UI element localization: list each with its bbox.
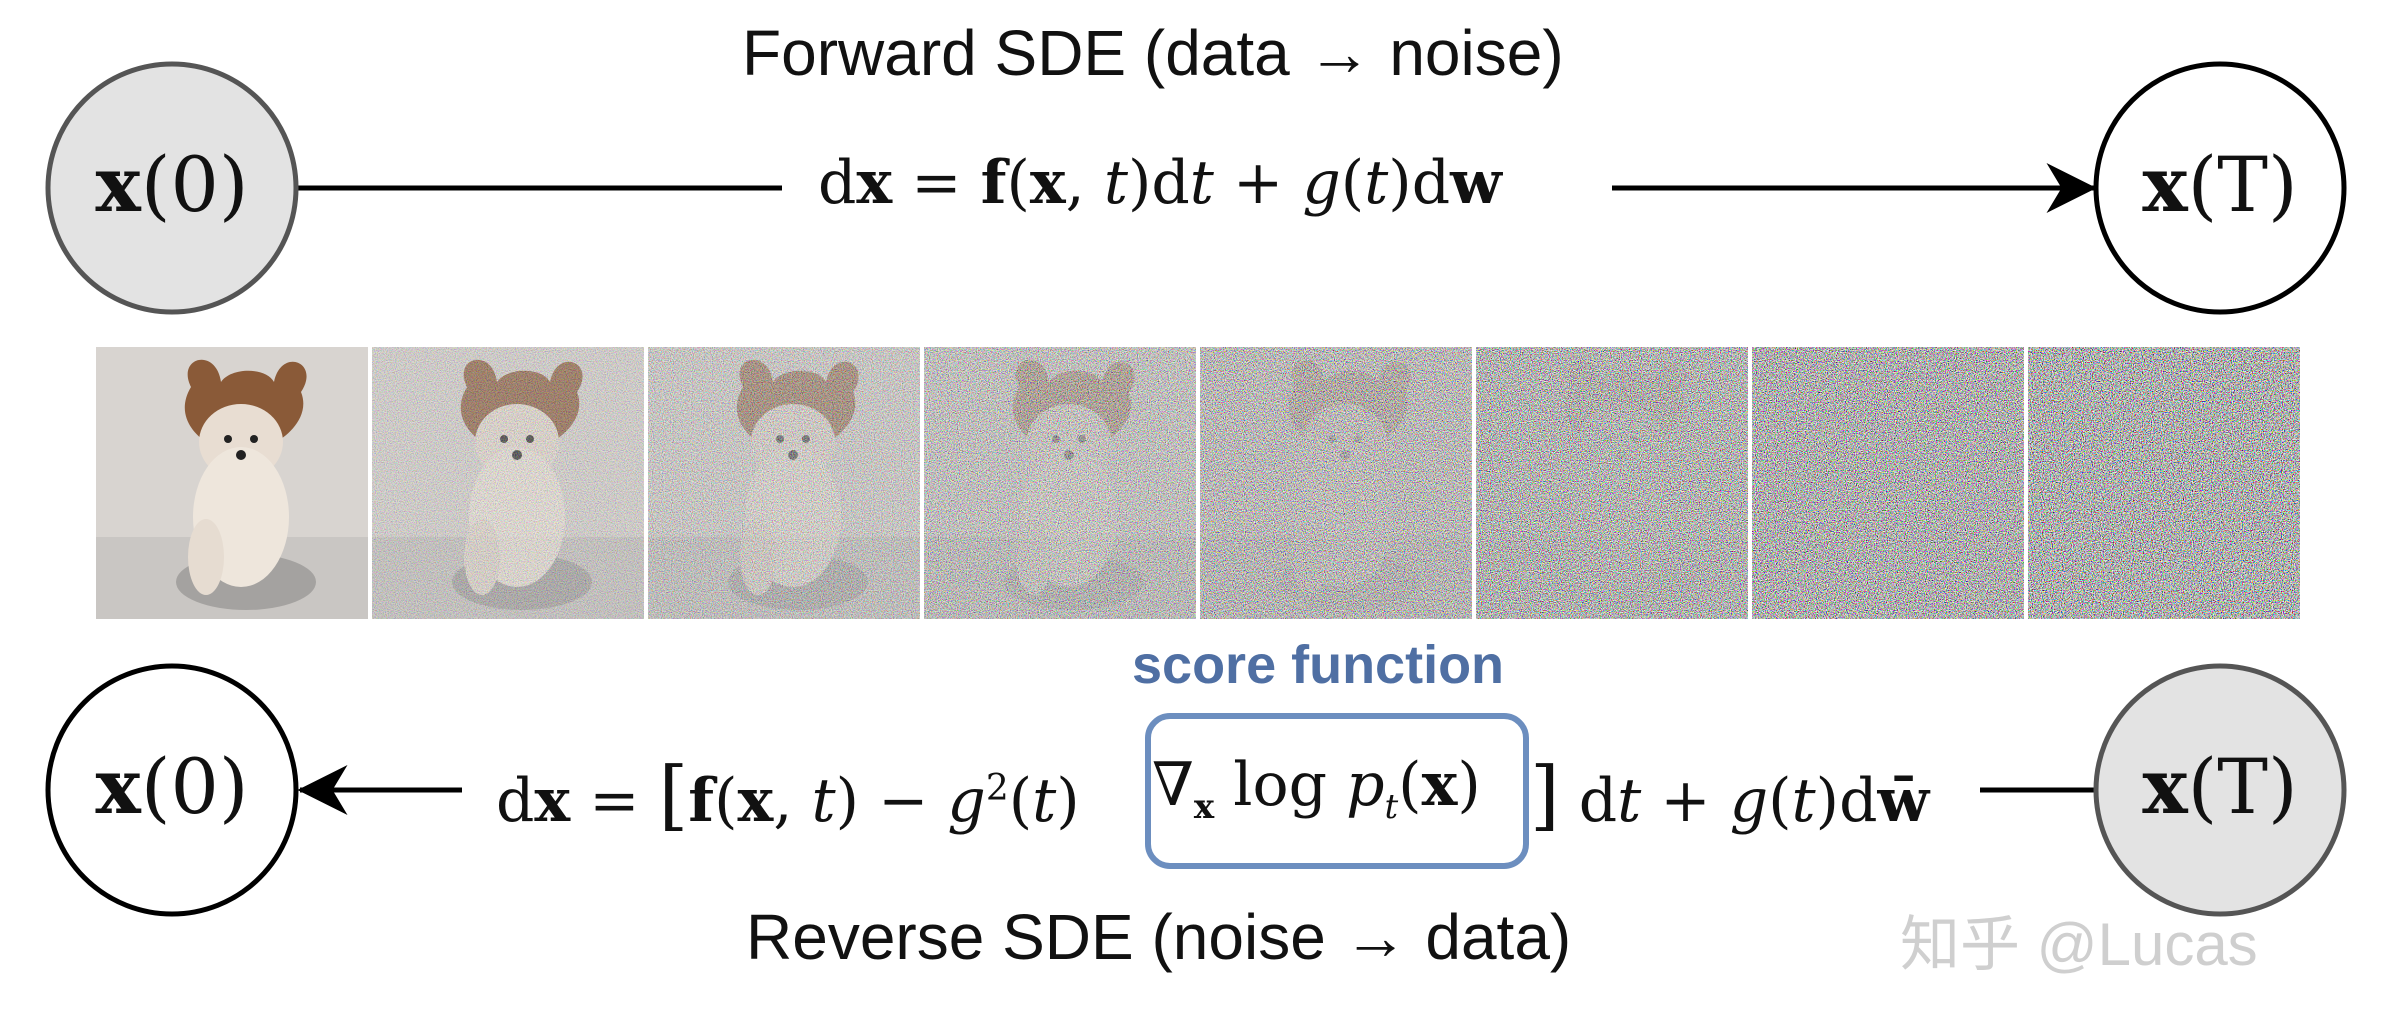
eq-nabla-sub: x: [1193, 787, 1215, 827]
noise-frame-8: [2028, 347, 2300, 619]
eq-nabla: ∇: [1152, 750, 1194, 820]
eq-equals: =: [589, 766, 640, 836]
forward-end-label: x(T): [2096, 140, 2344, 229]
reverse-end-node: [45, 663, 299, 917]
reverse-equation: dx = [f(x, t) − g2(t): [496, 750, 1080, 839]
noise-frame-5: [1200, 347, 1472, 619]
eq-w: w: [1450, 148, 1502, 218]
node-x: x: [95, 742, 141, 831]
forward-equation: dx = f(x, t)dt + g(t)dw: [818, 148, 1502, 218]
forward-start-node: [45, 61, 299, 315]
eq-f: f: [980, 148, 1007, 218]
eq-g: g: [1729, 766, 1769, 836]
reverse-equation-tail: ] dt + g(t)dw̄: [1530, 750, 1929, 839]
reverse-start-node: [2093, 663, 2347, 917]
eq-x: x: [856, 148, 893, 218]
forward-end-node: [2093, 61, 2347, 315]
watermark: 知乎 @Lucas: [1900, 911, 2258, 978]
node-arg: (T): [2187, 140, 2298, 229]
noise-frame-2: [372, 347, 644, 619]
eq-close-bracket: ]: [1530, 750, 1560, 839]
eq-gt: (t): [1008, 766, 1080, 836]
node-arg: (0): [140, 742, 249, 831]
eq-f: f: [688, 766, 715, 836]
forward-title: Forward SDE (data → noise): [742, 17, 1564, 89]
eq-dt: dt +: [1559, 766, 1730, 836]
forward-start-label: x(0): [48, 140, 296, 229]
score-term: ∇x log pt(x): [1152, 750, 1481, 827]
eq-d: d: [818, 148, 857, 218]
node-x: x: [95, 140, 141, 229]
eq-g: g: [1302, 148, 1341, 218]
eq-sup: 2: [985, 768, 1009, 809]
node-x: x: [2142, 742, 2188, 831]
node-x: x: [2142, 140, 2188, 229]
noise-frame-6: [1476, 347, 1748, 619]
eq-p-sub: t: [1384, 787, 1399, 827]
eq-wbar: w̄: [1877, 766, 1930, 836]
eq-d: d: [496, 766, 535, 836]
eq-x: x: [534, 766, 571, 836]
eq-g: g: [947, 766, 986, 836]
reverse-title: Reverse SDE (noise → data): [746, 901, 1572, 973]
node-arg: (0): [140, 140, 249, 229]
eq-gt: (t)d: [1340, 148, 1451, 218]
noise-frame-4: [924, 347, 1196, 619]
noise-frame-7: [1752, 347, 2024, 619]
eq-tail: (t)d: [1768, 766, 1878, 836]
eq-px: (x): [1398, 750, 1481, 820]
eq-p: p: [1346, 750, 1385, 820]
eq-equals: =: [911, 148, 962, 218]
eq-open-bracket: [: [658, 750, 689, 839]
eq-fargs: (x, t)dt +: [1006, 148, 1303, 218]
score-box: [1145, 713, 1529, 869]
noise-frame-1: [96, 347, 368, 619]
score-function-label: score function: [1132, 635, 1505, 695]
node-arg: (T): [2187, 742, 2298, 831]
noise-frame-3: [648, 347, 920, 619]
eq-fargs: (x, t) −: [714, 766, 948, 836]
reverse-start-label: x(T): [2096, 742, 2344, 831]
eq-log: log: [1233, 750, 1327, 820]
reverse-end-label: x(0): [48, 742, 296, 831]
